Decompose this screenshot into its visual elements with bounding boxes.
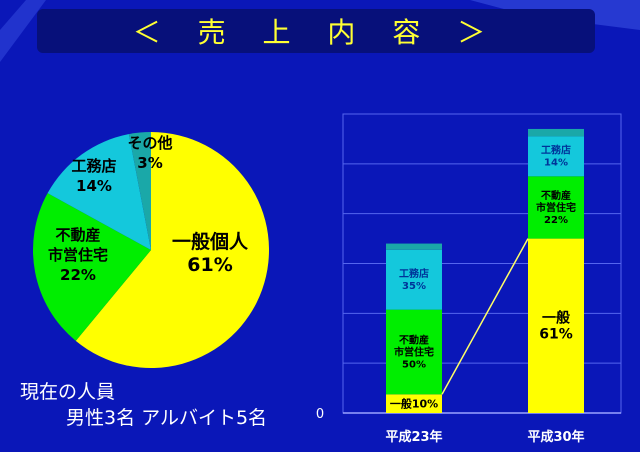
bar-general-1 [528, 238, 584, 413]
bar-category-label-1: 平成30年 [527, 429, 584, 445]
bar-category-label-0: 平成23年 [385, 429, 442, 445]
bar-real_estate-0 [386, 309, 442, 395]
bar-contractor-0 [386, 249, 442, 310]
pie-slice-general [75, 132, 270, 368]
staff-heading: 現在の人員 [20, 381, 116, 403]
pie-label-contractor: 工務店 14% [71, 157, 116, 195]
pie-slice-contractor [47, 134, 151, 250]
bar-label-general-1: 一般 61% [539, 309, 573, 342]
pie-slice-other [128, 132, 151, 250]
bar-label-general-0: 一般10% [390, 396, 438, 410]
pie-label-real-estate: 不動産市営住宅 22% [48, 226, 108, 284]
deco-sweep-top-left [0, 0, 46, 62]
bar-connector-line [441, 238, 529, 395]
bar-y-tick-label: 0 [316, 407, 324, 422]
bar-label-real_estate-0: 不動産市営住宅 50% [394, 333, 434, 370]
bar-real_estate-1 [528, 176, 584, 239]
bar-label-contractor-1: 工務店 14% [541, 144, 571, 169]
pie-slice-real-estate [32, 193, 152, 341]
bar-label-contractor-0: 工務店 35% [399, 267, 429, 292]
pie-label-other: その他 3% [127, 134, 172, 172]
bar-general-0 [386, 394, 442, 413]
slide-title: ＜ 売 上 内 容 ＞ [132, 16, 500, 49]
bar-contractor-1 [528, 136, 584, 177]
bar-label-real_estate-1: 不動産市営住宅 22% [536, 189, 576, 226]
bar-other-0 [386, 243, 442, 250]
title-bar: ＜ 売 上 内 容 ＞ [37, 9, 595, 53]
staff-detail: 男性3名 アルバイト5名 [66, 407, 268, 429]
bar-other-1 [528, 128, 584, 137]
pie-label-general: 一般個人 61% [172, 230, 249, 276]
